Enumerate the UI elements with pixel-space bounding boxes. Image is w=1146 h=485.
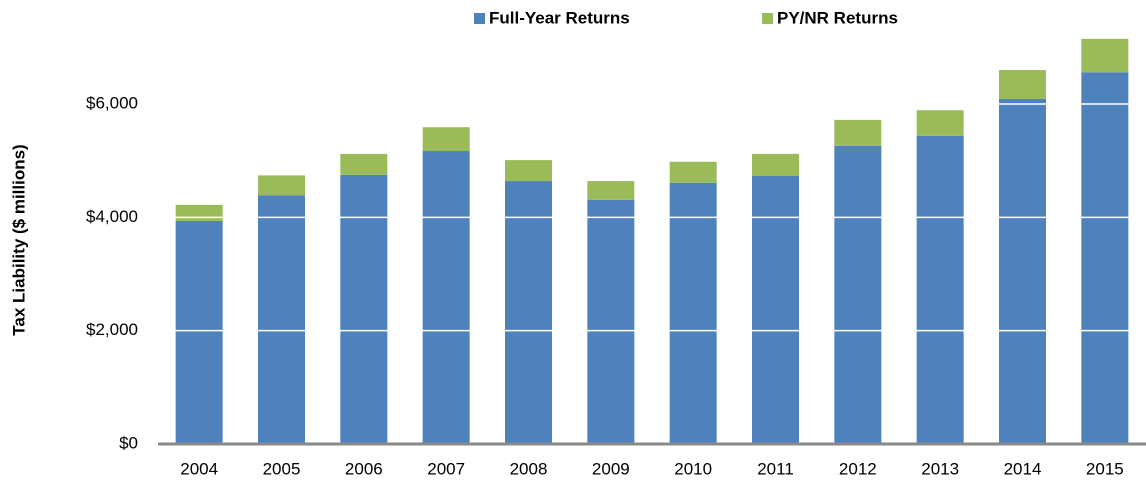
y-tick-label: $6,000 [86, 93, 138, 112]
legend-label: Full-Year Returns [489, 8, 630, 27]
bar-segment [916, 110, 964, 136]
legend-swatch [474, 13, 485, 24]
y-tick-label: $2,000 [86, 320, 138, 339]
bar-segment [999, 70, 1046, 99]
x-tick-label: 2010 [674, 459, 712, 478]
x-tick-label: 2012 [839, 459, 877, 478]
bar-segment [669, 161, 717, 183]
bar-segment [505, 181, 552, 445]
y-axis-label: Tax Liability ($ millions) [9, 144, 28, 335]
bar-segment [834, 145, 882, 444]
bar-segment [752, 153, 799, 176]
bar-segment [258, 195, 305, 444]
bar-segment [916, 135, 964, 444]
bar-segment [834, 119, 882, 146]
bar-segment [175, 204, 223, 221]
x-tick-label: 2007 [427, 459, 465, 478]
x-tick-label: 2008 [510, 459, 548, 478]
bar-segment [340, 174, 388, 445]
y-tick-label: $4,000 [86, 207, 138, 226]
x-tick-label: 2011 [757, 459, 794, 478]
x-tick-label: 2005 [263, 459, 301, 478]
bar-segment [587, 199, 635, 444]
bar-segment [422, 127, 470, 152]
legend-swatch [762, 13, 773, 24]
bar-segment [1081, 38, 1129, 73]
bar-segment [422, 151, 470, 445]
x-tick-label: 2006 [345, 459, 383, 478]
x-tick-label: 2014 [1004, 459, 1042, 478]
legend-label: PY/NR Returns [777, 8, 898, 27]
bar-segment [752, 175, 799, 444]
x-tick-label: 2015 [1086, 459, 1124, 478]
bar-segment [175, 220, 223, 444]
x-tick-label: 2013 [921, 459, 959, 478]
bar-segment [669, 182, 717, 444]
bar-segment [258, 175, 305, 196]
bar-segment [587, 181, 635, 200]
bar-segment [340, 153, 388, 175]
bar-segment [999, 98, 1046, 445]
bar-segment [1081, 72, 1129, 445]
x-tick-label: 2009 [592, 459, 630, 478]
y-tick-label: $0 [119, 433, 138, 452]
x-tick-label: 2004 [180, 459, 218, 478]
bar-segment [505, 160, 552, 182]
